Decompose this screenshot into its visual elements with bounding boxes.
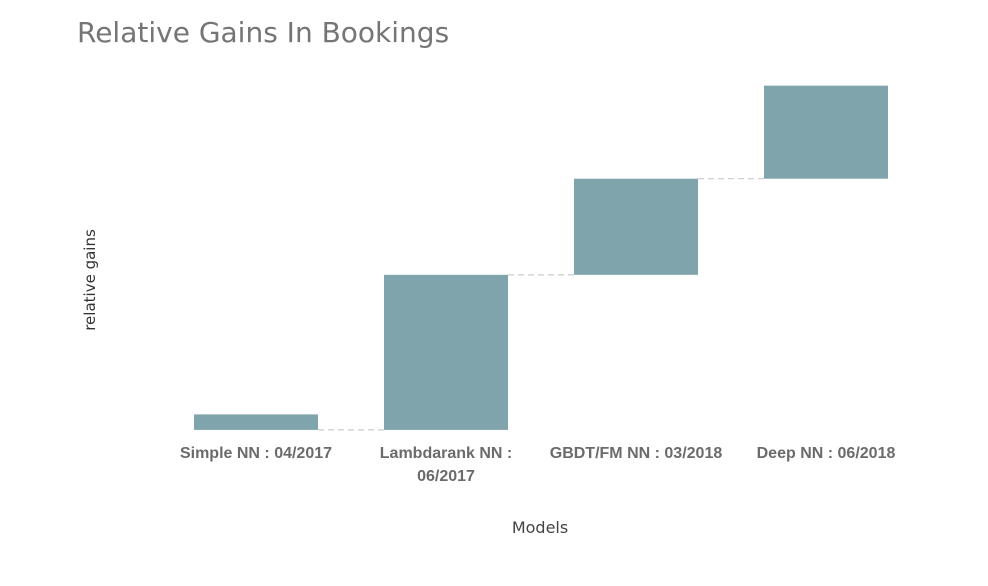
bar-4[interactable]	[764, 85, 888, 179]
x-axis-label: Models	[511, 518, 569, 537]
x-tick-label-1: Simple NN : 04/2017	[179, 445, 333, 462]
bar-1[interactable]	[194, 414, 318, 430]
x-tick-label-2: Lambdarank NN : 06/2017	[379, 445, 513, 485]
bar-3[interactable]	[574, 178, 698, 275]
chart-title: Relative Gains In Bookings	[77, 16, 450, 49]
x-tick-label-4: Deep NN : 06/2018	[756, 445, 896, 462]
x-tick-label-3: GBDT/FM NN : 03/2018	[549, 445, 723, 462]
bar-2[interactable]	[384, 274, 508, 430]
